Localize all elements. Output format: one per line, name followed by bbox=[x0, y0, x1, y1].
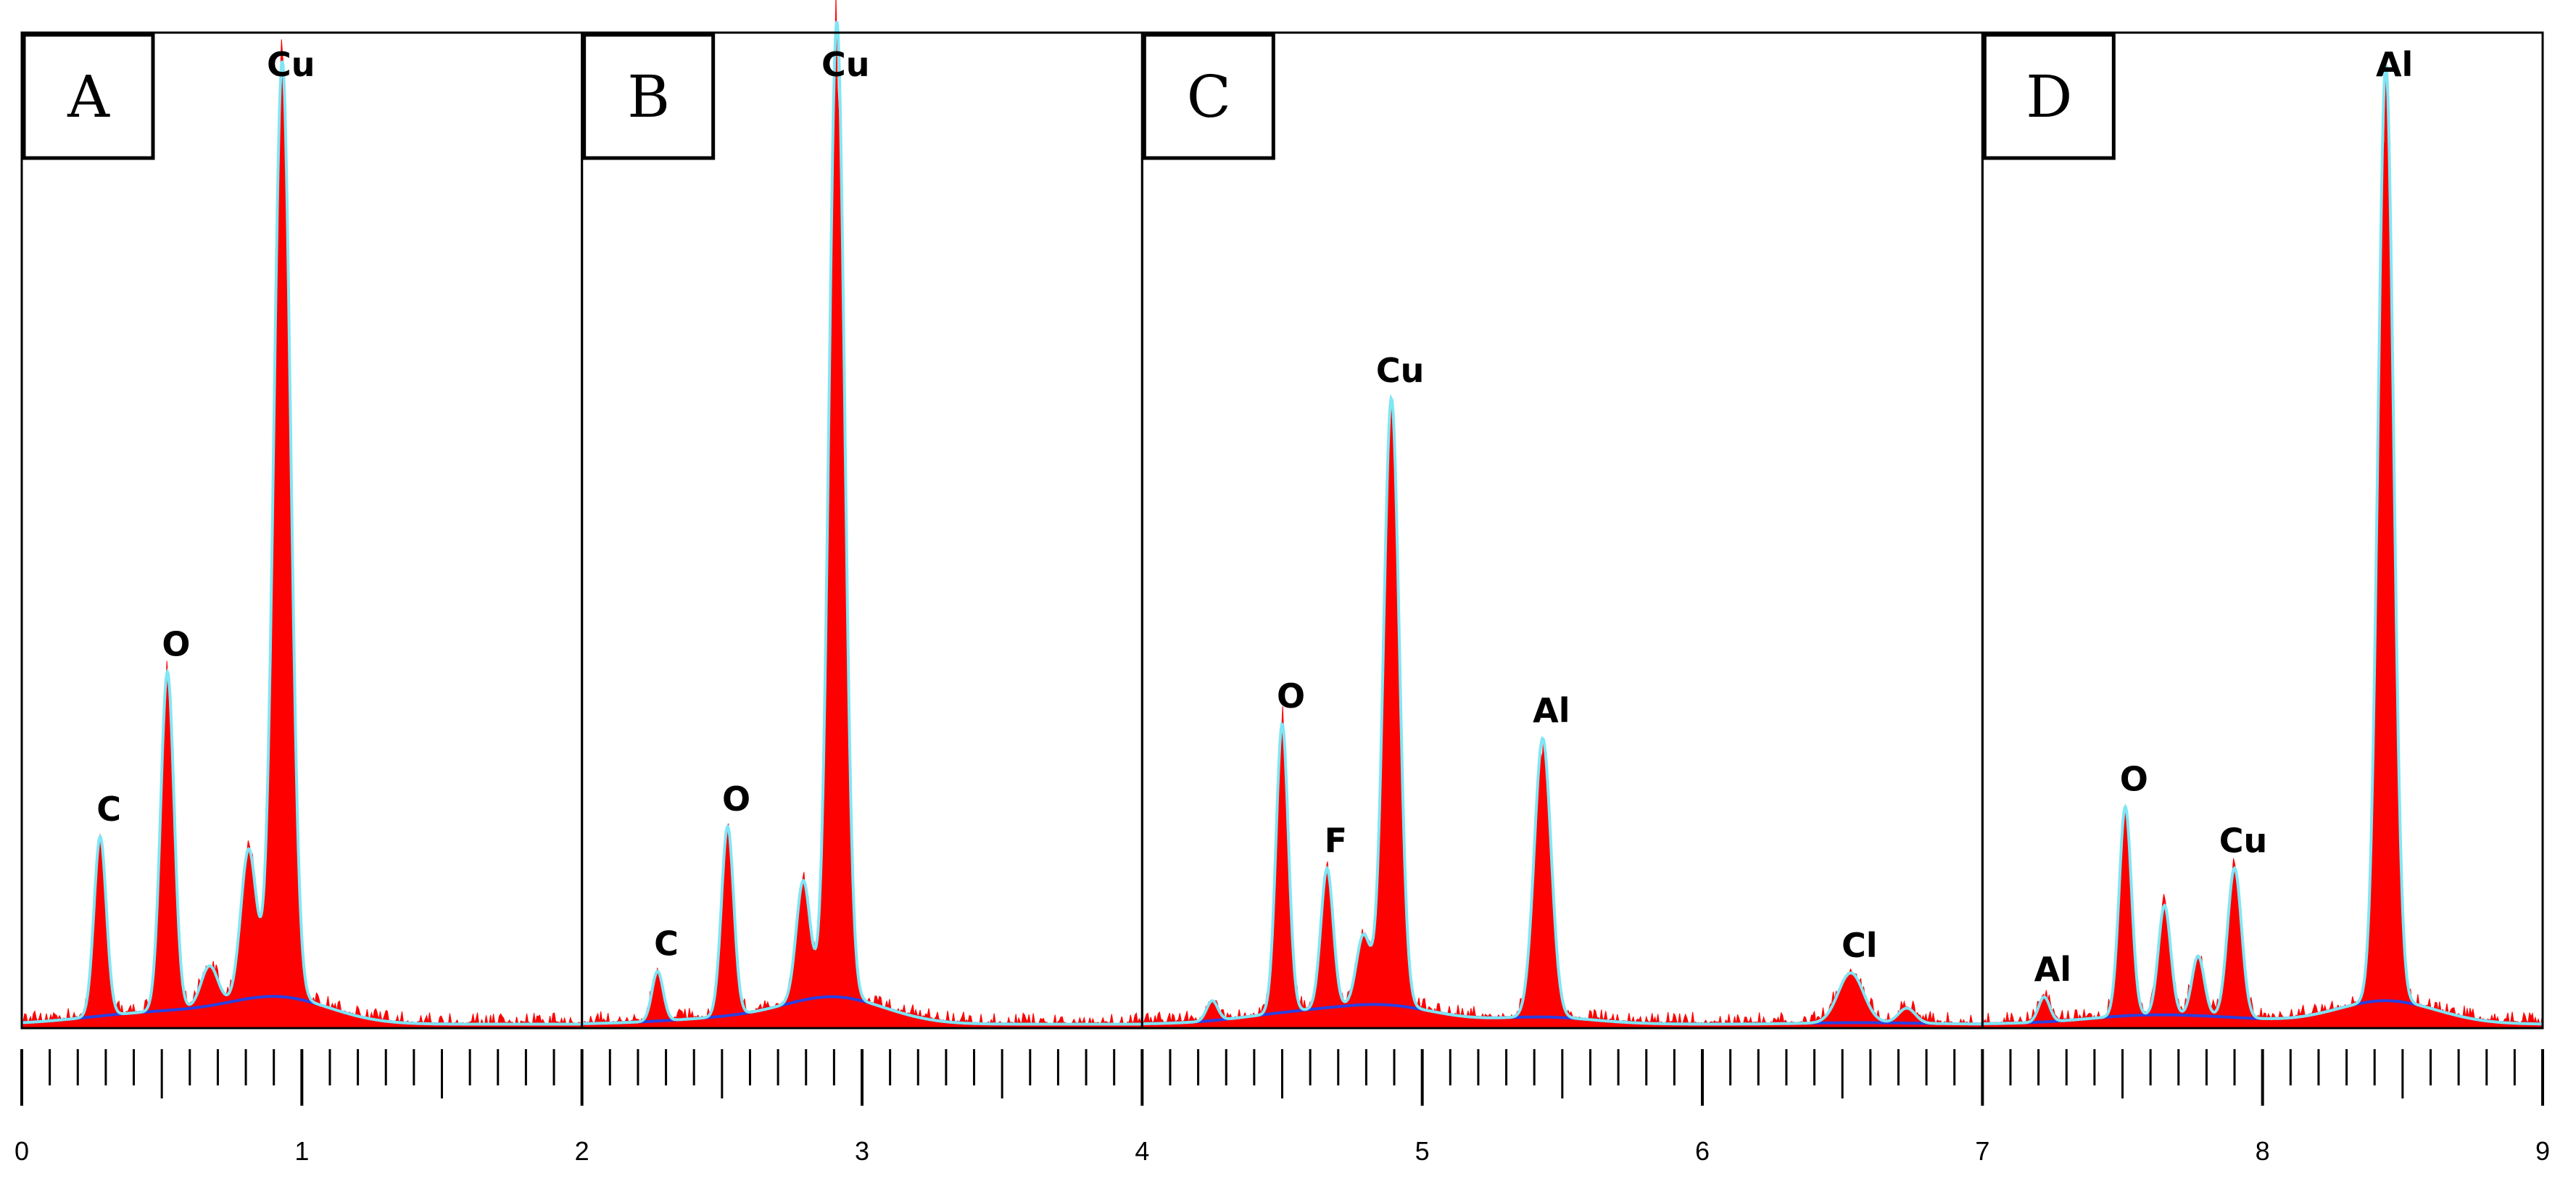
panel-letter: B bbox=[627, 63, 670, 131]
peak-label: C bbox=[654, 924, 679, 964]
panel-letter-box bbox=[1142, 33, 1275, 160]
panel-letter: A bbox=[67, 63, 110, 131]
peak-label: Cl bbox=[1842, 926, 1878, 965]
energy-axis: 0 1 2 3 4 5 6 7 8 9 bbox=[15, 1048, 2550, 1166]
panel-a: A C O Cu bbox=[20, 31, 584, 1030]
spectrum-panels: A C O Cu B C O Cu C O F Cu Al Cl D Al O Cu Al bbox=[20, 0, 2544, 1030]
panel-d: D Al O Cu Al bbox=[1981, 31, 2544, 1030]
panel-letter-box bbox=[582, 33, 716, 160]
peak-label: C bbox=[96, 790, 121, 829]
peak-label: O bbox=[1277, 676, 1305, 716]
panel-letter-box bbox=[22, 33, 155, 160]
fit-curve bbox=[1142, 394, 1983, 1026]
tick-label: 4 bbox=[1135, 1136, 1149, 1166]
tick-label: 1 bbox=[294, 1136, 309, 1166]
peak-label: Cu bbox=[1376, 351, 1425, 390]
panel-letter: D bbox=[2026, 63, 2072, 131]
tick-label: 8 bbox=[2256, 1136, 2270, 1166]
background-curve bbox=[1142, 1003, 1983, 1026]
peak-label: Al bbox=[1533, 691, 1570, 730]
tick-label: 2 bbox=[575, 1136, 589, 1166]
tick-label: 0 bbox=[15, 1136, 29, 1166]
peak-label: O bbox=[162, 625, 190, 664]
fit-curve bbox=[21, 60, 582, 1026]
tick-label: 3 bbox=[855, 1136, 869, 1166]
peak-label: Al bbox=[2034, 950, 2071, 989]
peak-label: Cu bbox=[267, 45, 315, 84]
peak-label: O bbox=[2120, 760, 2148, 799]
tick-label: 7 bbox=[1975, 1136, 1989, 1166]
panel-b: B C O Cu bbox=[581, 0, 1143, 1030]
peak-label: O bbox=[722, 779, 750, 819]
panel-letter: C bbox=[1187, 63, 1231, 131]
tick-label: 5 bbox=[1415, 1136, 1430, 1166]
peak-label: Cu bbox=[821, 45, 870, 84]
spectrum-area bbox=[1981, 62, 2543, 1029]
panel-c: C O F Cu Al Cl bbox=[1140, 31, 1984, 1030]
peak-label: Cu bbox=[2219, 821, 2268, 860]
peak-label: Al bbox=[2376, 45, 2413, 84]
panel-frame bbox=[1981, 31, 2544, 1030]
peak-label: F bbox=[1325, 821, 1347, 861]
tick-label: 6 bbox=[1695, 1136, 1710, 1166]
tick-label: 9 bbox=[2535, 1136, 2550, 1166]
fit-curve bbox=[1982, 65, 2543, 1026]
panel-letter-box bbox=[1982, 33, 2116, 160]
fit-curve bbox=[581, 21, 1143, 1026]
